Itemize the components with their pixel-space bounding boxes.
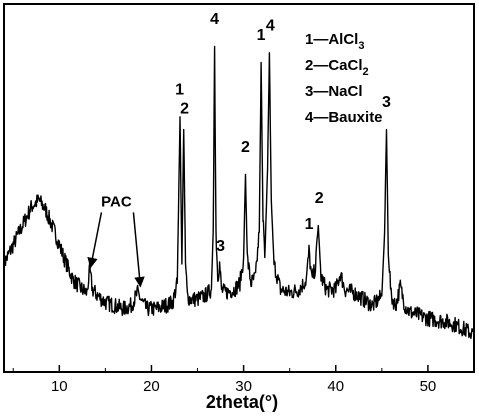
pac-annotation: PAC bbox=[87, 193, 145, 288]
plot-frame bbox=[3, 3, 475, 373]
peak-label: 2 bbox=[315, 190, 324, 207]
x-tick-label: 50 bbox=[420, 378, 437, 395]
pac-arrow bbox=[132, 212, 145, 288]
peak-label: 3 bbox=[382, 94, 391, 111]
pac-label: PAC bbox=[101, 193, 132, 210]
peak-label: 4 bbox=[266, 17, 275, 34]
legend-entry: 1—AlCl3 bbox=[305, 31, 364, 52]
x-tick-label: 40 bbox=[327, 378, 344, 395]
peak-label: 3 bbox=[216, 238, 225, 255]
pac-arrow bbox=[87, 212, 103, 269]
legend-entry: 3—NaCl bbox=[305, 83, 363, 100]
legend: 1—AlCl3 2—CaCl2 3—NaCl 4—Bauxite bbox=[305, 31, 383, 126]
series-layer bbox=[3, 45, 475, 340]
plot-border bbox=[3, 3, 475, 373]
xrd-pattern-line bbox=[3, 45, 475, 340]
peak-label: 1 bbox=[175, 81, 184, 98]
x-axis-ticks: 10 20 30 40 50 bbox=[12, 365, 437, 395]
legend-entry: 4—Bauxite bbox=[305, 109, 383, 126]
x-tick-label: 10 bbox=[51, 378, 68, 395]
peak-label: 2 bbox=[180, 101, 189, 118]
x-axis-title: 2theta(°) bbox=[206, 392, 278, 412]
peak-label: 2 bbox=[241, 139, 250, 156]
peak-label: 4 bbox=[210, 11, 219, 28]
peak-label: 1 bbox=[305, 216, 314, 233]
x-tick-label: 30 bbox=[235, 378, 252, 395]
x-tick-label: 20 bbox=[143, 378, 160, 395]
legend-entry: 2—CaCl2 bbox=[305, 57, 369, 78]
peak-label: 1 bbox=[257, 27, 266, 44]
